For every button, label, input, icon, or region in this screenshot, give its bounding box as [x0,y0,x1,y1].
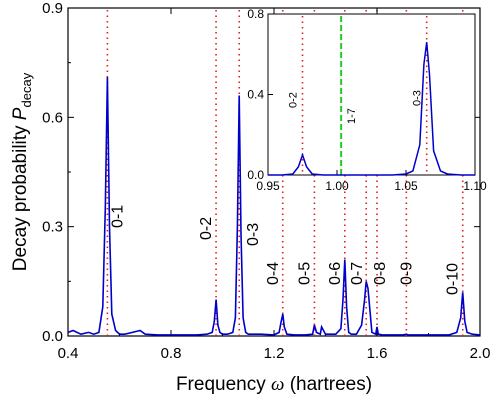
inset-chart: 0.95 1.00 1.05 1.10 0.0 0.4 0.8 0-2 1-7 0-3 [247,7,487,193]
inset-series [268,42,475,176]
x-tick-label: 0.4 [58,345,79,362]
inset-y-tick-label: 0.8 [247,7,264,21]
x-axis-label: Frequency ω (hartrees) [176,374,372,395]
inset-y-tick-label: 0.4 [247,88,264,102]
inset-transition-labels: 0-2 1-7 0-3 [288,90,424,124]
y-tick-label: 0.0 [42,328,63,345]
transition-label-0-7: 0-7 [349,262,366,285]
inset-axis-ticks: 0.95 1.00 1.05 1.10 0.0 0.4 0.8 [247,7,487,193]
y-tick-label: 0.9 [42,0,63,17]
inset-x-tick-label: 1.10 [463,179,487,193]
x-tick-label: 1.2 [264,345,285,362]
y-axis-label: Decay probability Pdecay [10,72,34,271]
inset-transition-markers [301,16,428,175]
x-tick-label: 1.6 [367,345,388,362]
main-series [67,77,481,336]
x-tick-label: 2.0 [470,345,490,362]
main-transition-labels: 0-1 0-2 0-30-4 0-5 0-6 0-7 0-8 0-9 0-10 [109,205,461,295]
transition-label-0-2: 0-2 [198,217,215,240]
transition-label-0-5: 0-5 [296,262,313,285]
inset-label-0-3: 0-3 [412,90,424,106]
y-tick-label: 0.3 [42,219,63,236]
inset-decay-line [268,42,475,176]
transition-label-0-8: 0-8 [372,262,389,285]
inset-x-tick-label: 0.95 [256,179,280,193]
inset-y-tick-label: 0.0 [247,168,264,182]
transition-label-0-4: 0-4 [265,262,282,285]
transition-label-0-6: 0-6 [327,262,344,285]
inset-label-0-2: 0-2 [288,92,300,108]
inset-x-tick-label: 1.00 [325,179,349,193]
decay-probability-line [67,77,481,336]
transition-label-0-9: 0-9 [398,262,415,285]
transition-label-0-3: 0-3 [245,223,262,246]
inset-label-1-7: 1-7 [346,108,358,124]
y-tick-label: 0.6 [42,109,63,126]
main-chart: 0.4 0.8 1.2 1.6 2.00.00.30.60.9 0-10-2 0-30-4… [10,0,490,395]
x-tick-label: 0.8 [161,345,182,362]
inset-x-tick-label: 1.05 [394,179,418,193]
transition-label-0-1: 0-1 [109,205,126,228]
transition-label-0-10: 0-10 [445,263,462,295]
